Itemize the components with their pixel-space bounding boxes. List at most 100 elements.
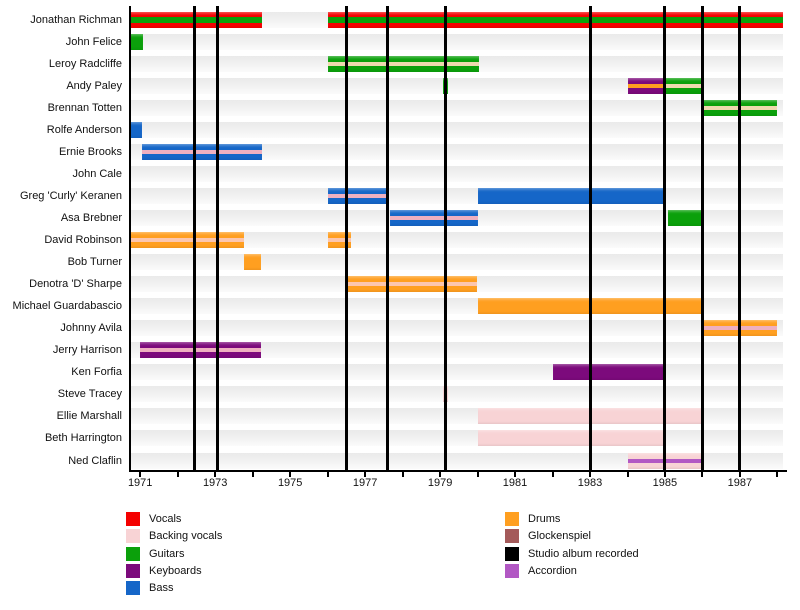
- timeline-bar: [129, 122, 143, 138]
- bar-instrument-stripe: [327, 238, 351, 242]
- member-label: John Felice: [65, 36, 122, 48]
- studio-album-line: [663, 6, 667, 470]
- timeline-bar: [552, 364, 665, 380]
- year-tick-label: 1985: [652, 477, 678, 489]
- legend-label: Backing vocals: [149, 530, 223, 542]
- year-tick: [439, 472, 442, 477]
- member-label: Greg 'Curly' Keranen: [19, 190, 122, 202]
- member-label: Ernie Brooks: [59, 146, 122, 158]
- year-tick: [551, 472, 554, 477]
- member-label: Ned Claflin: [68, 455, 122, 467]
- member-label: Johnny Avila: [60, 322, 122, 334]
- member-label: Jonathan Richman: [30, 14, 122, 26]
- y-axis-line: [129, 6, 131, 472]
- studio-album-line: [386, 6, 390, 470]
- year-tick: [139, 472, 142, 477]
- year-tick: [476, 472, 479, 477]
- member-label: Rolfe Anderson: [46, 124, 122, 136]
- year-tick: [514, 472, 516, 477]
- bar-instrument-stripe: [142, 150, 262, 154]
- legend-label: Keyboards: [149, 565, 202, 577]
- year-tick-label: 1987: [727, 477, 753, 489]
- row-band: [130, 188, 783, 204]
- studio-album-line: [738, 6, 742, 470]
- year-tick: [589, 472, 591, 477]
- row-band: [130, 166, 783, 182]
- year-tick: [251, 472, 254, 477]
- legend-color-swatch: [126, 512, 140, 526]
- legend-label: Glockenspiel: [528, 530, 591, 542]
- member-label: Leroy Radcliffe: [48, 58, 122, 70]
- bar-instrument-stripe: [327, 17, 783, 23]
- legend-color-swatch: [505, 564, 519, 578]
- timeline-bar: [667, 210, 703, 226]
- timeline-bar: [664, 78, 703, 94]
- year-tick-label: 1983: [577, 477, 603, 489]
- timeline-bar: [627, 78, 665, 94]
- row-band: [130, 364, 783, 380]
- year-tick-label: 1977: [352, 477, 378, 489]
- studio-album-line: [444, 6, 448, 470]
- legend-color-swatch: [126, 547, 140, 561]
- legend-label: Drums: [528, 513, 561, 525]
- timeline-bar: [244, 254, 261, 270]
- studio-album-line: [193, 6, 197, 470]
- timeline-bar: [129, 232, 245, 248]
- row-band: [130, 34, 783, 50]
- legend-label: Studio album recorded: [528, 548, 639, 560]
- legend-label: Accordion: [528, 565, 577, 577]
- studio-album-line: [215, 6, 219, 470]
- bar-instrument-stripe: [327, 194, 390, 198]
- member-label: Jerry Harrison: [52, 344, 122, 356]
- year-tick-label: 1979: [427, 477, 453, 489]
- row-band: [130, 144, 783, 160]
- year-tick: [701, 472, 704, 477]
- timeline-bar: [477, 188, 665, 204]
- member-label: Steve Tracey: [57, 388, 122, 400]
- legend-color-swatch: [505, 547, 519, 561]
- member-label: Asa Brebner: [60, 212, 122, 224]
- year-tick: [626, 472, 629, 477]
- member-label: Ellie Marshall: [56, 410, 122, 422]
- row-band: [130, 78, 783, 94]
- bar-instrument-stripe: [627, 84, 665, 88]
- member-label: John Cale: [72, 168, 122, 180]
- row-band: [130, 430, 783, 446]
- legend-color-swatch: [505, 512, 519, 526]
- legend-color-swatch: [126, 529, 140, 543]
- bar-instrument-stripe: [389, 216, 478, 220]
- bar-instrument-stripe: [327, 62, 480, 66]
- member-label: Beth Harrington: [44, 432, 122, 444]
- year-tick-label: 1973: [202, 477, 228, 489]
- year-tick: [401, 472, 404, 477]
- legend-label: Vocals: [149, 513, 182, 525]
- timeline-bar: [477, 430, 665, 446]
- year-tick-label: 1981: [502, 477, 528, 489]
- bar-instrument-stripe: [129, 238, 245, 242]
- x-axis-line: [129, 470, 787, 472]
- member-label: Brennan Totten: [47, 102, 122, 114]
- studio-album-line: [344, 6, 348, 470]
- timeline-bar: [327, 12, 783, 28]
- legend-color-swatch: [126, 564, 140, 578]
- row-band: [130, 232, 783, 248]
- member-label: Andy Paley: [66, 80, 122, 92]
- legend-label: Guitars: [149, 548, 185, 560]
- bar-instrument-stripe: [348, 282, 478, 286]
- timeline-bar: [142, 144, 262, 160]
- timeline-bar: [327, 56, 480, 72]
- year-tick: [776, 472, 779, 477]
- bar-instrument-stripe: [140, 348, 261, 352]
- timeline-bar: [327, 188, 390, 204]
- legend-label: Bass: [149, 582, 174, 594]
- bar-instrument-stripe: [664, 84, 703, 88]
- member-label: Bob Turner: [67, 256, 122, 268]
- member-label: Denotra 'D' Sharpe: [29, 278, 122, 290]
- year-tick: [214, 472, 217, 477]
- row-band: [130, 386, 783, 402]
- row-band: [130, 122, 783, 138]
- year-tick-label: 1971: [127, 477, 153, 489]
- studio-album-line: [588, 6, 592, 470]
- row-band: [130, 320, 783, 336]
